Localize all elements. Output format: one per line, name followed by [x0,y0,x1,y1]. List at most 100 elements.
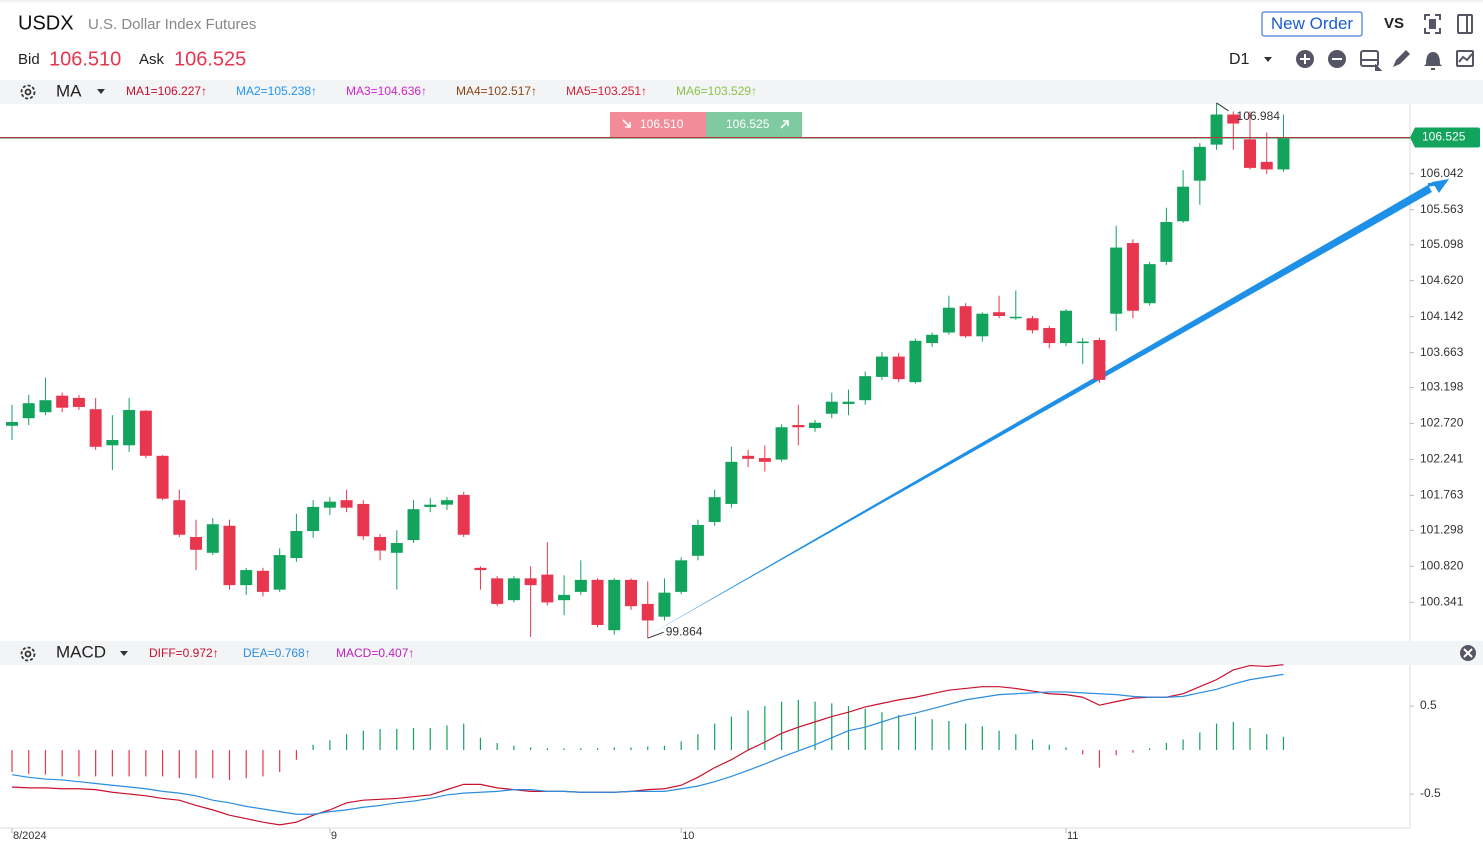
candle-body [591,579,604,625]
macd-bar [479,737,482,751]
macd-bar [212,750,214,779]
macd-bar [1182,739,1184,751]
instrument-name: U.S. Dollar Index Futures [88,16,256,33]
candle-body [173,500,186,535]
ask-label: Ask [139,51,165,68]
button-frame[interactable] [1261,11,1363,37]
bid-price: 106.510 [49,48,121,70]
y-tick-label: -0.5 [1420,786,1441,800]
candle-body [106,440,119,446]
icon-path[interactable] [1463,648,1473,658]
candle-body [725,461,738,504]
close-icon[interactable] [1460,645,1476,661]
macd-bar [764,706,766,751]
macd-bar [714,723,716,751]
x-tick-label: 11 [1067,830,1078,842]
indicator-bar [0,80,1483,104]
candle-body [273,555,286,590]
candle-body [792,424,805,428]
macd-bar [864,708,866,751]
fullscreen-icon[interactable] [1424,14,1441,34]
indicator-name[interactable]: MACD [56,642,106,661]
macd-bar [78,750,80,777]
icon-path[interactable] [1424,14,1441,34]
button-label[interactable]: New Order [1271,14,1354,33]
macd-bar [881,712,883,751]
candle-body [758,458,771,462]
candle-body [457,494,470,535]
candle-body [56,395,69,408]
macd-line [11,673,1284,815]
x-tick-label: 9 [331,830,337,842]
high-label: 106.984 [1237,109,1281,123]
macd-legend: DEA=0.768↑ [243,646,311,660]
macd-bar [1015,734,1017,751]
icon-path[interactable] [1458,53,1473,63]
indicator-bar [0,641,1483,665]
symbol: USDX [18,12,74,34]
icon-path[interactable] [20,646,36,662]
trend-line[interactable] [647,185,1432,636]
icon-path[interactable] [1300,54,1310,64]
last-price-label: 106.525 [1422,130,1466,144]
macd-bar [898,714,900,751]
macd-bar [295,750,298,760]
macd-bar [513,745,515,751]
candle-body [72,397,85,407]
macd-bar [914,716,917,751]
macd-bar [697,734,699,751]
candle-body [1059,310,1072,344]
macd-bar [111,750,113,777]
alert-icon[interactable] [1424,52,1442,70]
icon-path[interactable] [1457,14,1473,34]
icon-path[interactable] [24,88,32,96]
new-order-button[interactable]: New Order [1261,11,1363,37]
panel-icon[interactable] [1457,14,1473,34]
icon-path[interactable] [1456,50,1474,67]
candle-body [89,409,102,447]
vs-button[interactable]: VS [1384,15,1404,32]
macd-bar [730,716,732,751]
settings-icon[interactable] [20,84,36,100]
macd-bar [931,719,933,751]
macd-bar [312,744,314,751]
ma-legend: MA2=105.238↑ [236,84,317,98]
trend-line-end[interactable] [1427,181,1442,187]
y-tick-label: 106.042 [1420,166,1464,180]
y-tick-label: 103.663 [1420,345,1464,359]
zoom-in-icon[interactable] [1296,50,1314,68]
macd-bar [145,750,147,777]
icon-path[interactable] [24,650,32,658]
macd-bar [228,750,231,780]
macd-bar [1115,750,1117,756]
bid-tag-label: 106.510 [640,117,684,131]
candle-body [909,340,922,383]
candle-body [256,570,269,592]
macd-bar [563,748,565,751]
icon-path[interactable] [20,84,36,100]
candle-body [323,501,336,508]
macd-bar [28,750,30,774]
indicator-icon[interactable] [1456,50,1474,67]
zoom-out-icon[interactable] [1328,50,1346,68]
chart-type-icon[interactable] [1360,50,1383,71]
macd-bar [948,720,950,751]
macd-bar [44,750,47,775]
ma-legend: MA5=103.251↑ [566,84,647,98]
settings-icon[interactable] [20,646,36,662]
dropdown-arrow[interactable] [97,89,105,94]
icon-path[interactable] [1375,63,1383,71]
indicator-name[interactable]: MA [56,81,82,100]
candle-body [1177,186,1190,222]
timeframe[interactable]: D1 [1229,51,1250,68]
candle-body [892,356,905,380]
draw-icon[interactable] [1393,50,1410,67]
icon-path[interactable] [1360,50,1379,67]
dropdown-arrow[interactable] [120,651,128,656]
dropdown-arrow[interactable] [1264,57,1272,62]
ma-legend: MA3=104.636↑ [346,84,427,98]
macd-bar [61,750,63,777]
candle-body [1160,222,1173,262]
x-tick-label: 10 [682,830,694,842]
icon-path[interactable] [1429,19,1436,29]
